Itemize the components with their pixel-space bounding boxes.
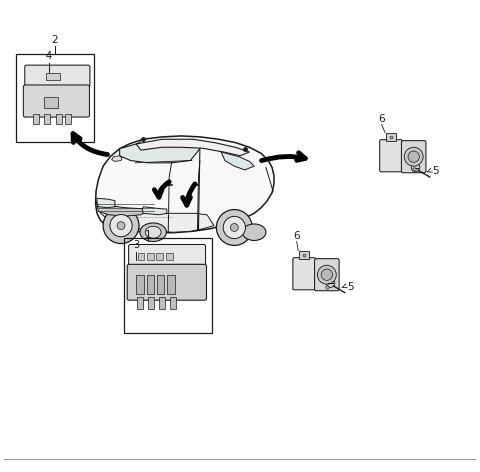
Circle shape xyxy=(321,269,333,280)
Bar xyxy=(168,275,175,294)
Circle shape xyxy=(408,151,420,162)
Bar xyxy=(169,297,176,309)
Circle shape xyxy=(103,208,139,244)
Text: 2: 2 xyxy=(52,35,58,45)
Bar xyxy=(166,253,172,260)
FancyBboxPatch shape xyxy=(24,85,89,117)
FancyBboxPatch shape xyxy=(293,258,315,290)
Circle shape xyxy=(326,279,335,287)
Text: 5: 5 xyxy=(348,281,354,292)
Text: 6: 6 xyxy=(378,114,385,124)
Bar xyxy=(33,114,39,124)
Polygon shape xyxy=(221,152,254,170)
Bar xyxy=(124,238,212,333)
Polygon shape xyxy=(96,202,153,216)
Text: 4: 4 xyxy=(46,51,52,61)
Text: 3: 3 xyxy=(133,240,139,250)
Polygon shape xyxy=(136,139,250,156)
Bar xyxy=(137,297,143,309)
Circle shape xyxy=(117,222,125,229)
FancyBboxPatch shape xyxy=(127,264,206,300)
Polygon shape xyxy=(97,198,115,208)
FancyBboxPatch shape xyxy=(401,141,426,173)
Bar xyxy=(56,114,61,124)
Bar xyxy=(147,253,154,260)
FancyBboxPatch shape xyxy=(380,140,402,172)
Ellipse shape xyxy=(242,224,266,240)
Bar xyxy=(138,253,144,260)
Text: 1: 1 xyxy=(144,230,151,240)
Polygon shape xyxy=(142,207,167,215)
Circle shape xyxy=(230,224,238,231)
Polygon shape xyxy=(97,201,214,232)
FancyBboxPatch shape xyxy=(314,259,339,291)
Bar xyxy=(148,297,154,309)
Bar xyxy=(136,275,144,294)
Circle shape xyxy=(317,265,336,284)
Ellipse shape xyxy=(145,226,161,238)
Bar xyxy=(386,133,396,141)
Polygon shape xyxy=(96,136,274,233)
Bar xyxy=(16,54,94,142)
Circle shape xyxy=(110,214,132,237)
Polygon shape xyxy=(120,142,200,163)
Bar xyxy=(44,97,58,108)
Bar xyxy=(157,275,165,294)
Bar xyxy=(156,253,163,260)
Circle shape xyxy=(223,216,245,239)
Circle shape xyxy=(216,210,252,245)
FancyBboxPatch shape xyxy=(25,65,90,87)
Circle shape xyxy=(404,147,423,166)
Bar xyxy=(65,114,71,124)
Bar xyxy=(46,73,60,80)
Text: 5: 5 xyxy=(432,166,439,176)
Bar xyxy=(299,251,310,259)
FancyBboxPatch shape xyxy=(129,244,205,266)
Circle shape xyxy=(411,163,420,172)
Polygon shape xyxy=(112,156,122,161)
Bar xyxy=(159,297,165,309)
Text: 6: 6 xyxy=(293,231,300,241)
Bar xyxy=(146,275,154,294)
Bar xyxy=(44,114,50,124)
Ellipse shape xyxy=(140,223,167,242)
